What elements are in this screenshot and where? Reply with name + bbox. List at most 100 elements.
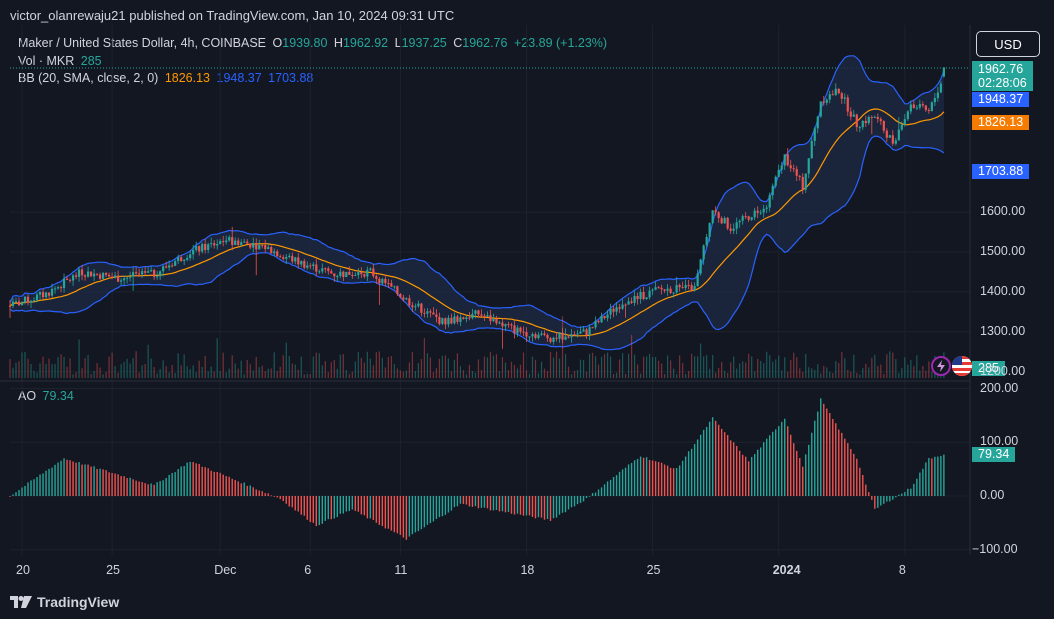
ao-bar [513, 496, 516, 515]
volume-bar [865, 363, 867, 378]
ao-bar [96, 468, 98, 496]
volume-bar [673, 368, 675, 378]
ao-bar [246, 485, 248, 496]
ao-bar [411, 496, 414, 535]
volume-bar [772, 361, 774, 378]
candle-body [246, 241, 249, 244]
candle-body [375, 276, 378, 279]
time-tick-label: 18 [520, 563, 535, 577]
ao-bar [444, 496, 447, 515]
candle-body [300, 260, 303, 265]
ao-bar [228, 476, 230, 496]
candle-body [369, 268, 372, 270]
volume-bar [754, 371, 756, 378]
candle-body [831, 94, 834, 96]
volume-bar [501, 357, 504, 378]
ao-bar [766, 438, 768, 496]
ao-bar [291, 496, 293, 508]
volume-bar [114, 365, 116, 378]
ao-bar [681, 460, 684, 496]
candle-body [351, 274, 354, 276]
candle-body [915, 107, 918, 109]
candle-body [939, 83, 942, 93]
candle-body [702, 245, 705, 260]
ao-bar [240, 483, 242, 496]
candle-body [98, 274, 102, 279]
ao-bar [660, 462, 663, 496]
ao-bar [859, 467, 861, 496]
volume-bar [925, 370, 927, 378]
candle-body [267, 247, 270, 250]
candle-body [447, 317, 450, 325]
volume-bar [573, 370, 576, 378]
candle-body [71, 275, 75, 281]
candle-body [8, 305, 12, 307]
candle-body [237, 240, 240, 246]
volume-bar [850, 371, 852, 378]
volume-bar [282, 355, 284, 378]
us-flag-icon[interactable] [952, 356, 972, 376]
candle-body [95, 273, 99, 275]
candle-body [798, 175, 801, 177]
price-tick-label: 1400.00 [980, 283, 1026, 298]
candle-body [477, 310, 480, 315]
volume-bar [633, 354, 636, 378]
time-tick-label: 6 [304, 563, 312, 577]
ao-bar [255, 489, 257, 496]
volume-bar [252, 370, 254, 378]
candle-body [261, 244, 264, 246]
candle-body [564, 336, 567, 340]
change-value: +23.89 (+1.23%) [513, 36, 608, 50]
candle-body [603, 315, 606, 319]
volume-bar [270, 368, 272, 378]
ao-tick-label: 200.00 [980, 380, 1019, 395]
ao-bar [60, 460, 62, 496]
currency-selector[interactable]: USD [976, 31, 1040, 57]
volume-bar [709, 368, 711, 378]
candle-body [357, 272, 360, 275]
ao-bar [177, 469, 179, 496]
ao-bar [741, 454, 744, 496]
ao-bar [576, 496, 579, 505]
candle-body [483, 315, 486, 317]
ao-bar [775, 429, 777, 496]
volume-bar [75, 372, 77, 378]
brand-logo: TradingView [10, 594, 119, 610]
ao-bar [192, 462, 194, 496]
candle-body [150, 269, 153, 272]
volume-bar [111, 352, 113, 378]
volume-bar [652, 357, 654, 378]
candle-body [768, 195, 771, 208]
volume-bar [817, 364, 819, 378]
volume-bar [627, 353, 630, 378]
ao-bar [420, 496, 423, 530]
candle-body [56, 287, 60, 289]
candle-body [177, 257, 180, 262]
ao-bar [871, 496, 873, 500]
volume-bar [844, 358, 846, 378]
ao-bar [357, 496, 360, 512]
lightning-icon[interactable] [931, 356, 951, 376]
candle-body [291, 255, 294, 262]
ao-bar [180, 466, 182, 496]
volume-bar [736, 368, 738, 378]
volume-bar [588, 353, 591, 378]
low-label: L [394, 36, 402, 50]
ao-bar [300, 496, 302, 515]
volume-bar [108, 356, 110, 378]
ao-bar [279, 496, 281, 500]
ao-bar [606, 481, 609, 496]
volume-bar [691, 353, 693, 378]
candle-body [774, 176, 777, 186]
volume-bar [303, 374, 305, 378]
ao-bar [165, 477, 167, 496]
volume-bar [922, 365, 924, 378]
ao-bar [805, 454, 807, 496]
ao-bar [699, 434, 702, 496]
candle-body [657, 287, 660, 289]
candle-body [561, 332, 564, 340]
time-tick-label: 20 [16, 563, 30, 577]
candle-body [591, 327, 594, 329]
ao-bar [829, 412, 831, 496]
